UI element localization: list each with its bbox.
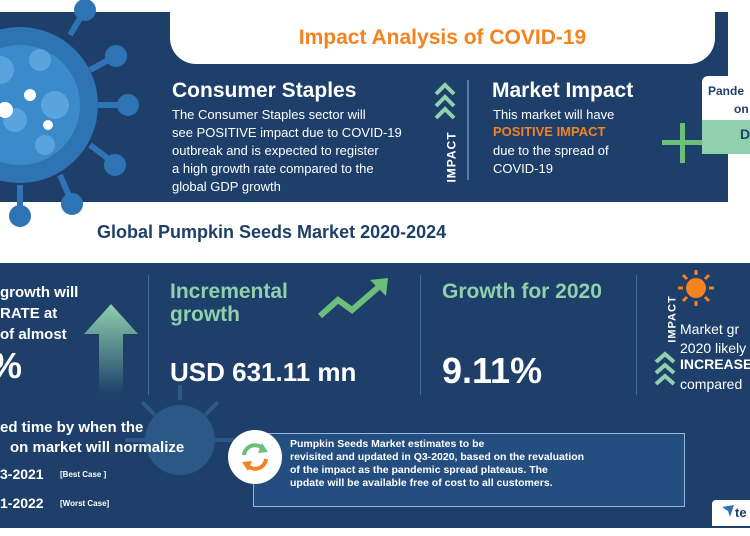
growth-line: growth will [0,284,79,301]
update-note-text: Pumpkin Seeds Market estimates to be rev… [290,438,675,490]
worst-case-value: 1-2022 [0,495,44,511]
consumer-line: The Consumer Staples sector will [172,107,366,122]
title-banner: Impact Analysis of COVID-19 [170,12,715,64]
incremental-growth-heading: Incremental growth [170,280,288,326]
incremental-line: growth [170,303,240,326]
sun-icon [678,270,714,306]
growth-2020-value: 9.11% [442,350,543,391]
consumer-line: global GDP growth [172,179,281,194]
divider [148,275,149,395]
refresh-icon [242,443,268,471]
growth-rate-text: growth will RATE at of almost [0,282,78,345]
trend-up-icon [318,278,388,319]
growth-line: of almost [0,326,67,343]
brand-logo-icon [722,505,734,517]
chevrons-up-icon [434,82,456,120]
virus-watermark-icon [125,385,235,475]
incremental-line: Incremental [170,280,288,303]
estimated-time-text: ed time by when the on market will norma… [0,418,184,458]
update-note-box [253,433,685,507]
divider [636,275,637,395]
market-impact-line: COVID-19 [493,161,553,176]
worst-case-tag: [Worst Case] [60,499,110,508]
pandemic-line: on [734,102,749,116]
market-title: Global Pumpkin Seeds Market 2020-2024 [97,222,447,242]
increase-text: INCREASE [680,356,750,372]
positive-impact-text: POSITIVE IMPACT [493,124,606,139]
pandemic-card-text: Pande on [708,82,749,118]
pandemic-line: Pande [708,84,745,98]
compared-text: compared [680,376,743,392]
divider [467,80,469,180]
best-case-value: 3-2021 [0,466,44,482]
market-impact-line: This market will have [493,107,615,122]
up-arrow-icon [84,304,138,394]
estimated-line: ed time by when the [0,419,144,436]
chevrons-up-icon [654,351,676,386]
pandemic-status-value: D [740,126,750,142]
market-growth-line: 2020 likely [680,340,747,356]
market-impact-line: due to the spread of COVID-19 [493,142,609,178]
best-case-tag: [Best Case ] [60,470,107,479]
note-line: update will be available free of cost to… [290,477,553,489]
market-growth-text: Market gr 2020 likely [680,320,746,358]
consumer-staples-text: The Consumer Staples sector will see POS… [172,106,432,196]
pandemic-status-box [702,120,750,154]
growth-2020-heading: Growth for 2020 [442,280,602,303]
page-title: Impact Analysis of COVID-19 [298,26,587,49]
virus-illustration-icon [0,0,139,227]
growth-rate-value: % [0,345,22,387]
consumer-line: see POSITIVE impact due to COVID-19 [172,125,402,140]
note-line: of the impact as the pandemic spread pla… [290,464,548,476]
consumer-staples-heading: Consumer Staples [172,79,357,102]
growth-line: RATE at [0,305,58,322]
consumer-line: a high growth rate compared to the [172,161,374,176]
estimated-line: on market will normalize [10,439,185,456]
market-impact-heading: Market Impact [492,79,634,102]
market-growth-line: Market gr [680,321,740,337]
consumer-line: outbreak and is expected to register [172,143,379,158]
incremental-growth-value: USD 631.11 mn [170,357,357,387]
note-line: Pumpkin Seeds Market estimates to be [290,438,485,450]
note-line: revisited and updated in Q3-2020, based … [290,451,585,463]
brand-name: te [735,505,747,520]
divider [420,275,421,395]
market-impact-line: due to the spread of [493,143,609,158]
impact-vertical-label: IMPACT [444,131,459,183]
refresh-badge [228,430,282,484]
plus-icon [662,140,702,145]
